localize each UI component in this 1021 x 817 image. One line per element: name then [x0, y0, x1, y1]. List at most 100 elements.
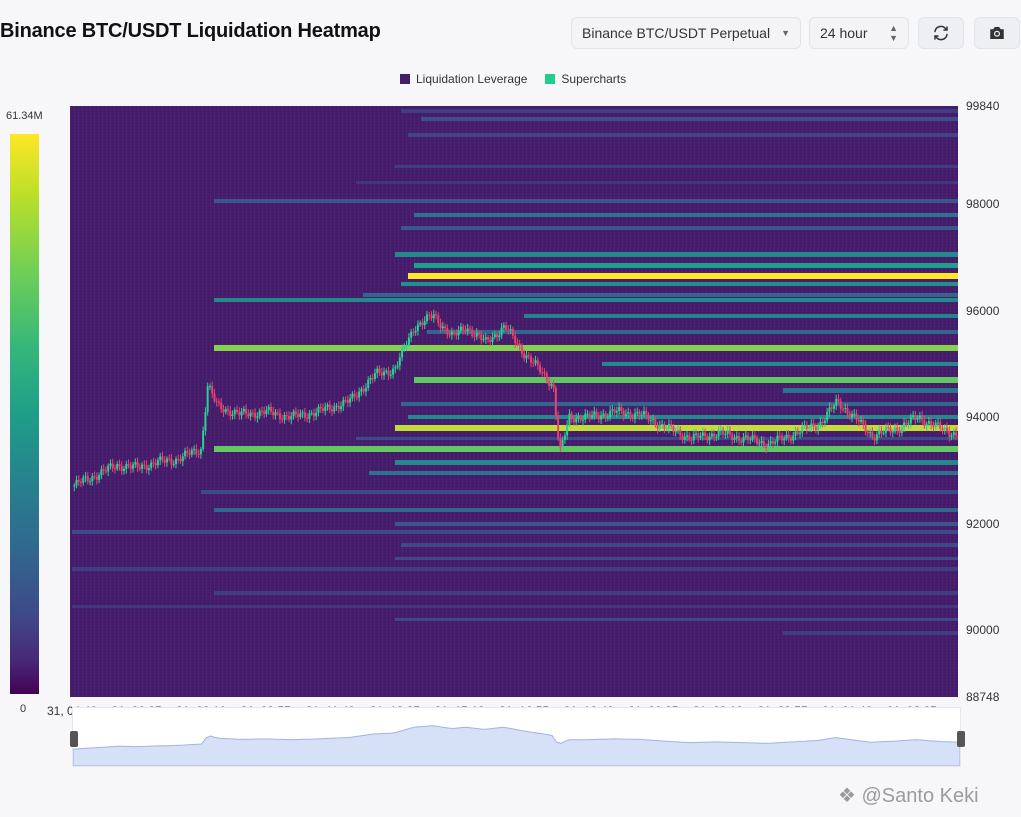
candle-body	[498, 335, 501, 338]
candle-body	[181, 456, 184, 462]
screenshot-button[interactable]	[974, 17, 1020, 49]
candle-body	[801, 426, 804, 433]
navigator-left-handle[interactable]	[70, 731, 78, 747]
candle-body	[487, 337, 490, 340]
candle-body	[328, 404, 331, 410]
candle-body	[661, 424, 664, 426]
candle-body	[446, 328, 449, 335]
candle-body	[633, 413, 636, 419]
candle-body	[263, 411, 266, 414]
candle-body	[708, 436, 711, 441]
candle-body	[810, 423, 813, 428]
candle-body	[441, 326, 444, 329]
candle-body	[419, 322, 422, 325]
y-tick-label: 99840	[966, 99, 1000, 113]
candle-body	[918, 415, 921, 419]
candle-body	[315, 412, 318, 417]
candle-body	[611, 409, 614, 411]
candle-body	[450, 331, 453, 335]
candle-body	[229, 410, 232, 417]
author-credit: ❖ @Santo Keki	[838, 783, 979, 808]
candle-body	[457, 330, 460, 336]
legend-label-supercharts[interactable]: Supercharts	[561, 72, 627, 86]
candle-body	[421, 322, 424, 326]
candle-body	[73, 485, 76, 487]
candle-body	[514, 335, 517, 344]
candle-body	[132, 464, 135, 469]
candle-body	[631, 417, 634, 419]
liquidation-band	[395, 252, 958, 257]
refresh-button[interactable]	[918, 17, 964, 49]
candle-body	[946, 427, 949, 431]
liquidation-band	[427, 329, 958, 334]
liquidation-band	[395, 617, 958, 622]
candle-body	[143, 464, 146, 466]
candle-body	[301, 412, 304, 414]
heatmap-plot[interactable]: coinglass	[70, 106, 958, 697]
candle-body	[471, 329, 474, 336]
pair-select-value: Binance BTC/USDT Perpetual	[582, 25, 771, 41]
candle-body	[500, 327, 503, 336]
candle-body	[435, 314, 438, 316]
legend-swatch-supercharts[interactable]	[545, 74, 556, 84]
candle-body	[667, 424, 670, 429]
candle-body	[159, 456, 162, 461]
legend-swatch-leverage[interactable]	[400, 74, 410, 84]
navigator-right-handle[interactable]	[957, 731, 965, 747]
pair-select[interactable]: Binance BTC/USDT Perpetual ▼	[571, 17, 801, 49]
candle-body	[679, 429, 682, 436]
candle-body	[699, 436, 702, 438]
liquidation-band	[72, 567, 958, 571]
candle-body	[620, 407, 623, 411]
range-select[interactable]: 24 hour ▲ ▼	[809, 17, 909, 49]
candle-body	[880, 430, 883, 434]
candle-body	[860, 419, 863, 422]
candle-body	[701, 432, 704, 437]
candle-body	[554, 387, 557, 416]
candle-body	[93, 476, 96, 478]
candle-body	[405, 345, 408, 347]
range-navigator[interactable]	[70, 707, 965, 767]
candle-body	[95, 476, 98, 480]
candle-body	[281, 419, 284, 421]
candle-body	[188, 453, 191, 455]
candle-body	[570, 413, 573, 419]
candle-body	[109, 463, 112, 466]
candle-body	[303, 412, 306, 418]
diamond-icon: ❖	[838, 785, 856, 807]
candle-body	[785, 434, 788, 439]
candle-body	[670, 424, 673, 427]
candle-body	[127, 464, 130, 467]
candle-body	[545, 373, 548, 381]
y-tick-label: 98000	[966, 197, 1000, 212]
candle-body	[215, 400, 218, 402]
candle-body	[104, 470, 107, 472]
candle-body	[783, 438, 786, 441]
candle-body	[425, 314, 428, 322]
candle-body	[747, 435, 750, 440]
candle-body	[912, 415, 915, 417]
candle-body	[941, 428, 944, 431]
candle-body	[107, 465, 110, 472]
candle-body	[489, 339, 492, 343]
candle-body	[150, 462, 153, 469]
candle-body	[597, 415, 600, 420]
candle-body	[324, 406, 327, 411]
candle-body	[394, 367, 397, 369]
candle-body	[887, 427, 890, 429]
candle-body	[362, 389, 365, 392]
candle-body	[349, 398, 352, 403]
chevron-down-icon: ▼	[781, 28, 790, 38]
candle-body	[231, 414, 234, 417]
candle-body	[265, 409, 268, 414]
candle-body	[385, 370, 388, 372]
candle-body	[240, 411, 243, 416]
candle-body	[656, 425, 659, 429]
candle-body	[724, 433, 727, 435]
candle-body	[260, 410, 263, 412]
legend-label-leverage[interactable]: Liquidation Leverage	[416, 72, 528, 86]
liquidation-band	[401, 401, 958, 406]
liquidation-band	[214, 508, 958, 513]
candle-body	[921, 415, 924, 421]
candle-body	[516, 343, 519, 345]
